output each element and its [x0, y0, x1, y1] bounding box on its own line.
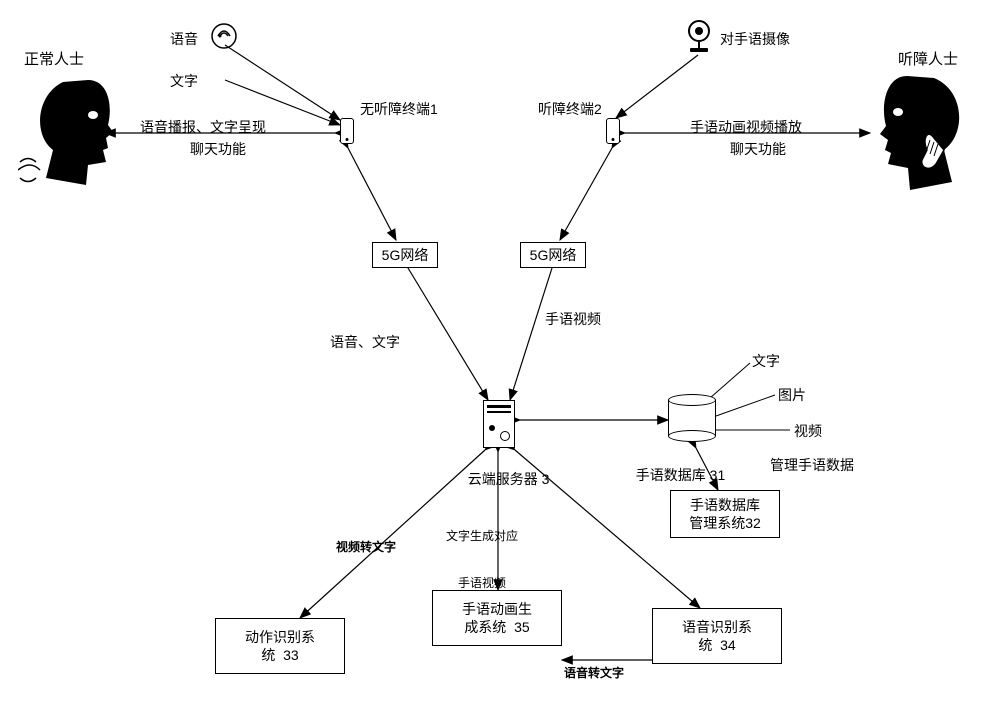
anim-l2: 成系统 35: [464, 618, 529, 636]
cloud-server-icon: [483, 400, 515, 448]
terminal2-label: 听障终端2: [538, 100, 602, 118]
network-label: 5G网络: [530, 246, 577, 264]
anim-l1: 手语动画生: [462, 600, 532, 618]
network-5g-left: 5G网络: [372, 242, 438, 268]
output-right-l1: 手语动画视频播放: [690, 118, 802, 136]
terminal1-label: 无听障终端1: [360, 100, 438, 118]
edge-voice-to-text: 语音转文字: [564, 666, 624, 682]
edge-voice-text: 语音、文字: [330, 333, 400, 351]
asr-box: 语音识别系 统 34: [652, 608, 782, 664]
db-text-label: 文字: [752, 352, 780, 370]
normal-person-icon: [18, 70, 118, 190]
edge-video-to-text: 视频转文字: [336, 540, 396, 556]
db-image-label: 图片: [778, 386, 806, 404]
motion-recognition-box: 动作识别系 统 33: [215, 618, 345, 674]
output-right-l2: 聊天功能: [730, 140, 786, 158]
sign-anim-box: 手语动画生 成系统 35: [432, 590, 562, 646]
network-label: 5G网络: [382, 246, 429, 264]
deaf-person-icon: [872, 68, 982, 198]
sound-icon: [210, 22, 238, 56]
phone-terminal-1: [340, 118, 354, 144]
output-left-l2: 聊天功能: [190, 140, 246, 158]
db-video-label: 视频: [794, 422, 822, 440]
asr-l1: 语音识别系: [682, 618, 752, 636]
asr-l2: 统 34: [698, 636, 735, 654]
output-left-l1: 语音播报、文字呈现: [140, 118, 266, 136]
camera-label: 对手语摄像: [720, 30, 790, 48]
text-input-label: 文字: [170, 72, 198, 90]
phone-terminal-2: [606, 118, 620, 144]
dbms-box: 手语数据库 管理系统32: [670, 490, 780, 538]
deaf-person-label: 听障人士: [898, 50, 958, 70]
motion-l1: 动作识别系: [245, 628, 315, 646]
network-5g-right: 5G网络: [520, 242, 586, 268]
voice-input-label: 语音: [170, 30, 198, 48]
db-label: 手语数据库 31: [628, 448, 725, 484]
sign-db-icon: [668, 394, 716, 442]
motion-l2: 统 33: [261, 646, 298, 664]
db-manage-label: 管理手语数据: [770, 456, 854, 474]
edge-sign-video: 手语视频: [545, 310, 601, 328]
server-label: 云端服务器 3: [460, 452, 549, 488]
dbms-l2: 管理系统32: [689, 514, 761, 532]
normal-person-label: 正常人士: [24, 50, 84, 70]
camera-icon: [688, 20, 710, 52]
dbms-l1: 手语数据库: [690, 496, 760, 514]
